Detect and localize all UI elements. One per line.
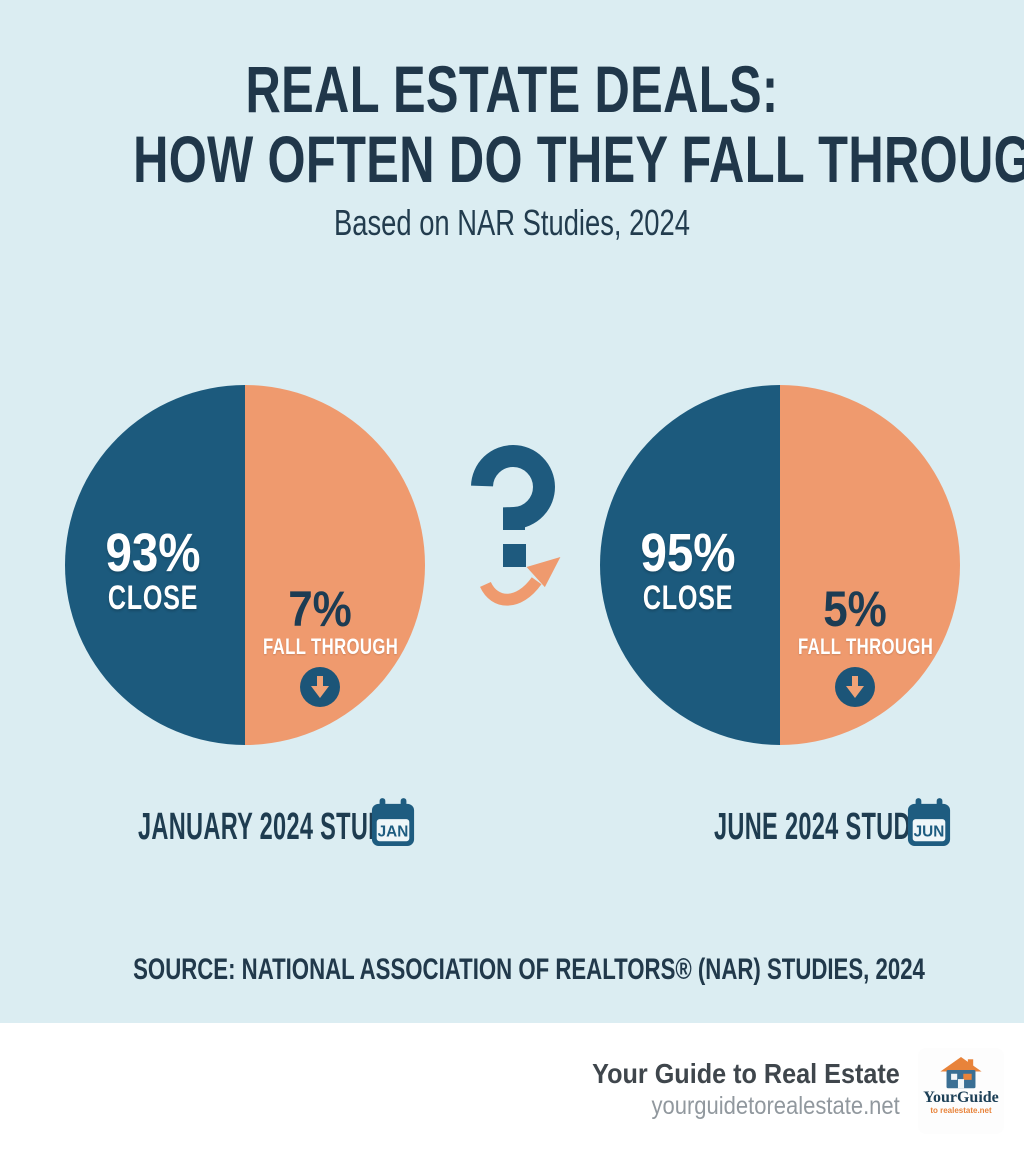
logo-wordmark: YourGuide xyxy=(923,1089,999,1106)
close-percent-value: 95% xyxy=(640,523,736,583)
calendar-jun-icon: JUN xyxy=(907,798,951,846)
fall-through-slice-text: FALL THROUGH xyxy=(798,634,934,659)
brand-website-link[interactable]: yourguidetorealestate.net xyxy=(651,1092,900,1120)
january-study-label: JANUARY 2024 STUDY xyxy=(138,806,402,848)
close-percent-value: 93% xyxy=(105,523,201,583)
main-title-line1: REAL ESTATE DEALS: xyxy=(245,52,779,126)
pie-chart-january: 93% CLOSE 7% FALL THROUGH xyxy=(65,385,425,745)
trend-arrow-icon xyxy=(480,556,561,606)
main-title-line2: HOW OFTEN DO THEY FALL THROUGH? xyxy=(133,122,1024,196)
house-icon xyxy=(940,1057,982,1089)
calendar-jan-icon: JAN xyxy=(371,798,415,846)
close-slice-label: 93% CLOSE xyxy=(65,523,241,617)
fall-through-percent-value: 5% xyxy=(823,581,887,637)
question-mark-icon xyxy=(471,445,555,567)
pie-chart-june: 95% CLOSE 5% FALL THROUGH xyxy=(600,385,960,745)
brand-name: Your Guide to Real Estate xyxy=(592,1058,900,1089)
brand-logo[interactable]: YourGuide to realestate.net xyxy=(918,1048,1004,1134)
fall-through-slice-label: 5% FALL THROUGH xyxy=(780,581,934,707)
brand-block: Your Guide to Real Estate yourguidetorea… xyxy=(558,1058,900,1121)
svg-text:JUN: JUN xyxy=(914,823,945,840)
footer-bar: Your Guide to Real Estate yourguidetorea… xyxy=(0,1023,1024,1154)
fall-through-percent-value: 7% xyxy=(288,581,352,637)
svg-text:JAN: JAN xyxy=(378,823,409,840)
logo-tagline: to realestate.net xyxy=(930,1106,992,1115)
close-slice-label: 95% CLOSE xyxy=(600,523,776,617)
down-arrow-icon xyxy=(835,667,875,707)
june-study-label: JUNE 2024 STUDY xyxy=(714,806,927,848)
close-slice-text: CLOSE xyxy=(107,579,199,617)
source-text: SOURCE: NATIONAL ASSOCIATION OF REALTORS… xyxy=(133,953,925,986)
down-arrow-icon xyxy=(300,667,340,707)
fall-through-slice-label: 7% FALL THROUGH xyxy=(245,581,399,707)
fall-through-slice-text: FALL THROUGH xyxy=(263,634,399,659)
subtitle: Based on NAR Studies, 2024 xyxy=(334,202,690,243)
close-slice-text: CLOSE xyxy=(642,579,734,617)
